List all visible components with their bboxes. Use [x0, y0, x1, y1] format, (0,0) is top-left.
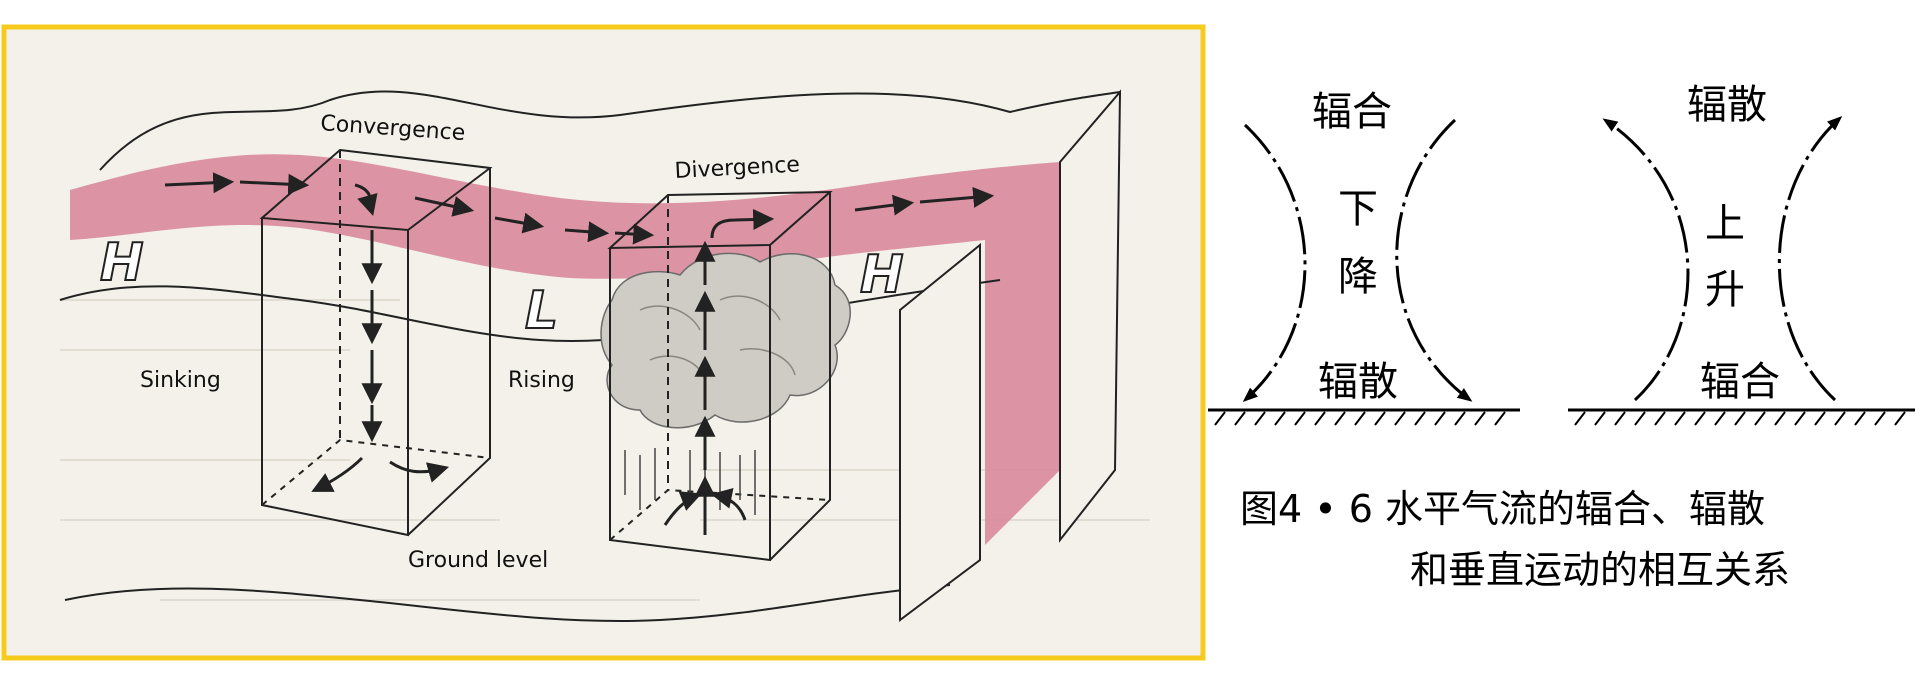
- right-slab: [1059, 89, 1122, 543]
- sinking-column: [259, 148, 493, 537]
- caption-line-1: 图4 • 6 水平气流的辐合、辐散: [1240, 487, 1765, 531]
- top-surface: [99, 90, 1121, 171]
- sinking-mid-char-1: 下: [1338, 186, 1378, 232]
- ground-surface: [64, 584, 951, 622]
- ground-hatch-left: [1214, 411, 1506, 426]
- sinking-top-label: 辐合: [1312, 89, 1392, 135]
- rising-right-curve: [1777, 115, 1843, 402]
- ground-level-label: Ground level: [408, 548, 548, 573]
- cumulus-cloud: [600, 252, 851, 429]
- right-slab-face: [899, 242, 981, 622]
- sinking-label: Sinking: [140, 368, 221, 393]
- rising-left-curve: [1602, 118, 1690, 402]
- rising-mid-char-1: 上: [1705, 201, 1745, 247]
- high-left-label: H: [100, 233, 144, 293]
- right-diagram: 辐合 下 降 辐散 辐散 上 升 辐合 图4 • 6 水平气流的辐合、辐散 和垂…: [1208, 82, 1915, 592]
- sinking-right-curve: [1395, 118, 1473, 402]
- jet-stream-band: [70, 154, 1060, 546]
- sinking-panel: 辐合 下 降 辐散: [1208, 89, 1520, 426]
- rising-label: Rising: [508, 368, 575, 393]
- low-label: L: [525, 281, 558, 341]
- high-right-label: H: [860, 245, 904, 305]
- sinking-arrows: [311, 183, 450, 492]
- rising-panel: 辐散 上 升 辐合: [1568, 82, 1915, 426]
- jet-flow-arrows: [164, 172, 995, 245]
- sinking-left-curve: [1242, 123, 1307, 402]
- ground-hatch-right: [1574, 411, 1906, 426]
- rising-mid-char-2: 升: [1705, 267, 1745, 313]
- sinking-bottom-label: 辐散: [1318, 359, 1398, 405]
- rising-top-label: 辐散: [1687, 82, 1767, 128]
- rising-column: [607, 190, 833, 562]
- left-diagram: H L H Convergence Divergence Sinking Ris…: [1, 24, 1206, 661]
- background-texture: [60, 299, 1150, 601]
- sinking-mid-char-2: 降: [1338, 254, 1378, 300]
- rising-bottom-label: 辐合: [1700, 359, 1780, 405]
- caption-line-2: 和垂直运动的相互关系: [1410, 548, 1790, 592]
- rising-arrows: [663, 208, 775, 535]
